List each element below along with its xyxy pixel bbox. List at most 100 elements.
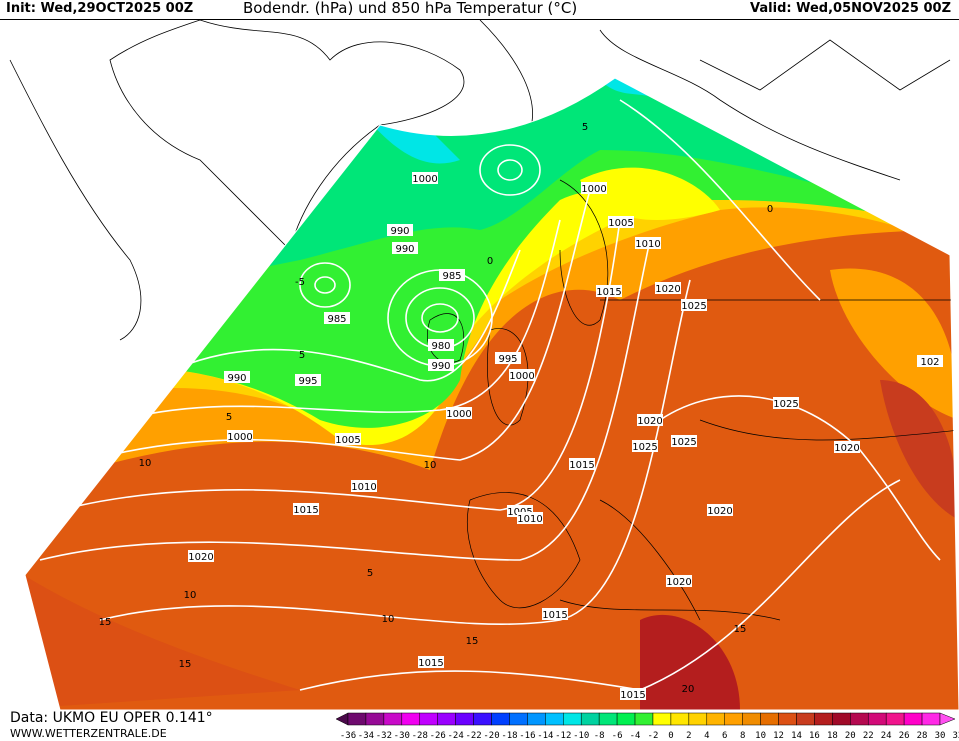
isobar-label: 1005 — [335, 433, 361, 446]
valid-time: Valid: Wed,05NOV2025 00Z — [750, 1, 951, 16]
isobar-label: 1015 — [418, 656, 444, 669]
svg-text:102: 102 — [920, 357, 939, 368]
colorbar-swatch — [814, 712, 833, 726]
colorbar-swatch — [706, 712, 725, 726]
colorbar-tick-label: -14 — [537, 731, 553, 741]
colorbar-tick-label: -10 — [573, 731, 589, 741]
svg-text:1015: 1015 — [620, 690, 645, 701]
colorbar-swatch — [419, 712, 438, 726]
colorbar-swatch — [760, 712, 779, 726]
isobar-label: 1015 — [596, 285, 622, 298]
svg-text:1010: 1010 — [517, 514, 542, 525]
isobar-label: 1020 — [666, 575, 692, 588]
isobar-label: 990 — [428, 359, 454, 372]
temperature-label: 10 — [382, 614, 395, 625]
colorbar-tick-label: -32 — [376, 731, 392, 741]
temperature-label: 10 — [139, 458, 152, 469]
colorbar-swatch — [724, 712, 743, 726]
colorbar-swatch — [885, 712, 905, 726]
svg-text:1000: 1000 — [509, 371, 534, 382]
svg-text:1015: 1015 — [293, 505, 318, 516]
isobar-label: 1015 — [569, 458, 595, 471]
map-boundary — [24, 77, 959, 710]
colorbar-tick-label: -26 — [430, 731, 446, 741]
isobar-label: 980 — [428, 339, 454, 352]
colorbar-swatch — [598, 712, 618, 726]
isobar-label: 995 — [495, 352, 521, 365]
colorbar-swatch — [778, 712, 797, 726]
svg-text:1000: 1000 — [581, 184, 606, 195]
svg-text:1005: 1005 — [335, 435, 360, 446]
colorbar-swatch — [347, 712, 367, 726]
colorbar-tick-label: -8 — [594, 731, 605, 741]
svg-text:1020: 1020 — [637, 416, 662, 427]
colorbar-swatch — [670, 712, 690, 726]
colorbar-tick-label: 12 — [773, 731, 784, 741]
colorbar-tick-label: -4 — [630, 731, 641, 741]
svg-text:1015: 1015 — [569, 460, 594, 471]
colorbar-tick-label: 8 — [740, 731, 745, 741]
colorbar-tick-label: 26 — [899, 731, 910, 741]
svg-text:1025: 1025 — [632, 442, 657, 453]
svg-text:990: 990 — [390, 226, 409, 237]
colorbar-swatch — [903, 712, 923, 726]
temperature-label: 20 — [682, 684, 695, 695]
colorbar-tick-label: 32 — [953, 731, 959, 741]
colorbar-tick-label: 20 — [845, 731, 856, 741]
svg-text:1025: 1025 — [681, 301, 706, 312]
svg-text:990: 990 — [431, 361, 450, 372]
temperature-label: -5 — [295, 277, 305, 288]
isobar-label: 1025 — [632, 440, 658, 453]
isobar-label: 1000 — [412, 172, 438, 185]
colorbar-tick-label: 14 — [791, 731, 802, 741]
svg-text:1020: 1020 — [188, 552, 213, 563]
svg-text:990: 990 — [227, 373, 246, 384]
isobar-label: 1020 — [637, 414, 663, 427]
svg-text:1020: 1020 — [834, 443, 859, 454]
colorbar-swatch — [652, 712, 672, 726]
colorbar-swatch — [437, 712, 456, 726]
svg-text:1025: 1025 — [773, 399, 798, 410]
temperature-label: 5 — [582, 122, 588, 133]
isobar-label: 985 — [439, 269, 465, 282]
isobar-label: 1000 — [227, 430, 253, 443]
isobar-label: 1020 — [188, 550, 214, 563]
temperature-label: 15 — [99, 617, 112, 628]
temperature-label: 5 — [299, 350, 305, 361]
colorbar-swatch — [527, 712, 546, 726]
svg-text:1010: 1010 — [635, 239, 660, 250]
colorbar-tick-label: 6 — [722, 731, 727, 741]
colorbar-swatch — [832, 712, 851, 726]
colorbar-tick-label: 28 — [917, 731, 928, 741]
isobar-label: 990 — [392, 242, 418, 255]
data-source: Data: UKMO EU OPER 0.141° — [10, 710, 213, 726]
temperature-label: 15 — [466, 636, 479, 647]
colorbar-swatch — [742, 712, 761, 726]
svg-text:995: 995 — [498, 354, 517, 365]
colorbar-tick-label: -30 — [394, 731, 410, 741]
colorbar-swatch — [796, 712, 815, 726]
colorbar-tick-label: -20 — [483, 731, 499, 741]
isobar-label: 1000 — [446, 407, 472, 420]
temperature-label: 0 — [487, 256, 493, 267]
colorbar-swatch — [455, 712, 474, 726]
colorbar-swatch — [867, 712, 887, 726]
temperature-label: 0 — [767, 204, 773, 215]
svg-text:985: 985 — [442, 271, 461, 282]
svg-text:1000: 1000 — [446, 409, 471, 420]
colorbar-swatch — [850, 712, 869, 726]
isobar-label: 1010 — [351, 480, 377, 493]
colorbar-tick-label: -18 — [501, 731, 517, 741]
isobar-label: 1010 — [517, 512, 543, 525]
svg-text:995: 995 — [298, 376, 317, 387]
svg-text:1020: 1020 — [666, 577, 691, 588]
temperature-label: 5 — [226, 412, 232, 423]
website-link[interactable]: WWW.WETTERZENTRALE.DE — [10, 727, 167, 740]
svg-text:1015: 1015 — [596, 287, 621, 298]
colorbar-tick-label: 16 — [809, 731, 820, 741]
colorbar-tick-label: -28 — [412, 731, 428, 741]
temperature-label: 10 — [184, 590, 197, 601]
svg-text:1000: 1000 — [227, 432, 252, 443]
